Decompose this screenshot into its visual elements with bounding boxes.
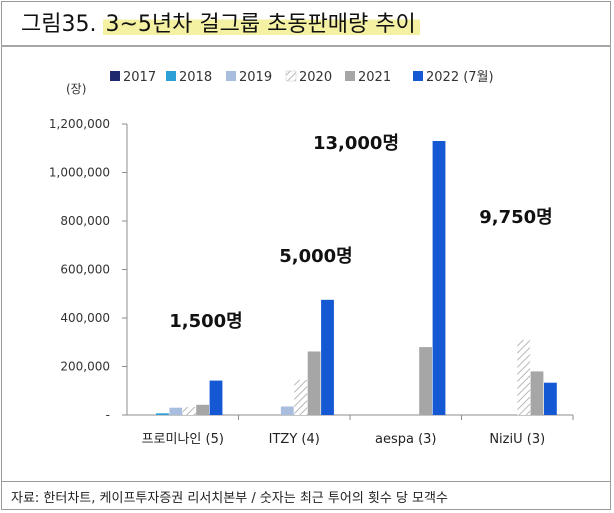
figure-title-highlight: 3~5년차 걸그룹 초동판매량 추이 (103, 12, 420, 37)
annotation-label: 5,000명 (279, 246, 353, 267)
bar-2019-0 (169, 407, 183, 415)
figure-number: 그림35. (21, 12, 97, 37)
source-note: 자료: 한터차트, 케이프투자증권 리서치본부 / 숫자는 최근 투어의 횟수 … (11, 491, 448, 506)
annotation-label: 9,750명 (479, 207, 553, 228)
figure-title: 그림35. 3~5년차 걸그룹 초동판매량 추이 (21, 11, 420, 39)
x-category-label: NiziU (3) (489, 432, 545, 447)
y-tick-label: 1,200,000 (49, 117, 110, 131)
bar-2020-0 (182, 407, 196, 415)
y-tick-label: 400,000 (60, 311, 110, 325)
y-axis-unit-label: (장) (66, 82, 86, 96)
bar-2021-1 (307, 351, 321, 415)
y-tick-label: 800,000 (60, 214, 110, 228)
legend-label: 2018 (179, 70, 212, 85)
bar-2020-1 (294, 379, 308, 415)
legend-label: 2017 (123, 70, 156, 85)
x-category-label: 프로미나인 (5) (142, 432, 224, 447)
bar-2018-0 (156, 413, 169, 415)
legend-swatch (110, 71, 120, 81)
legend-swatch (345, 71, 355, 81)
y-tick-label: 600,000 (60, 263, 110, 277)
title-bar: 그림35. 3~5년차 걸그룹 초동판매량 추이 (1, 1, 611, 47)
legend-swatch (166, 71, 176, 81)
y-tick-label: 1,000,000 (49, 166, 110, 180)
annotation-label: 13,000명 (313, 133, 399, 154)
bar-20227-1 (321, 299, 334, 415)
bar-2021-2 (419, 347, 432, 415)
legend-label: 2022 (7월) (426, 70, 494, 85)
legend-swatch (413, 71, 423, 81)
bar-20227-3 (544, 382, 557, 415)
legend-label: 2021 (358, 70, 391, 85)
annotation-label: 1,500명 (169, 311, 243, 332)
bar-20227-0 (209, 380, 223, 415)
legend-label: 2020 (299, 70, 332, 85)
legend-swatch (285, 70, 297, 82)
legend-label: 2019 (239, 70, 272, 85)
bar-2019-1 (280, 406, 294, 415)
source-bar: 자료: 한터차트, 케이프투자증권 리서치본부 / 숫자는 최근 투어의 횟수 … (1, 481, 611, 510)
legend-swatch (226, 71, 236, 81)
y-tick-label: - (106, 408, 110, 422)
bar-2020-3 (517, 339, 531, 415)
x-category-label: aespa (3) (375, 432, 437, 447)
bar-2021-3 (530, 371, 544, 415)
y-tick-label: 200,000 (60, 360, 110, 374)
bar-20227-2 (432, 141, 446, 415)
x-category-label: ITZY (4) (269, 432, 320, 447)
bar-2021-0 (196, 404, 209, 415)
